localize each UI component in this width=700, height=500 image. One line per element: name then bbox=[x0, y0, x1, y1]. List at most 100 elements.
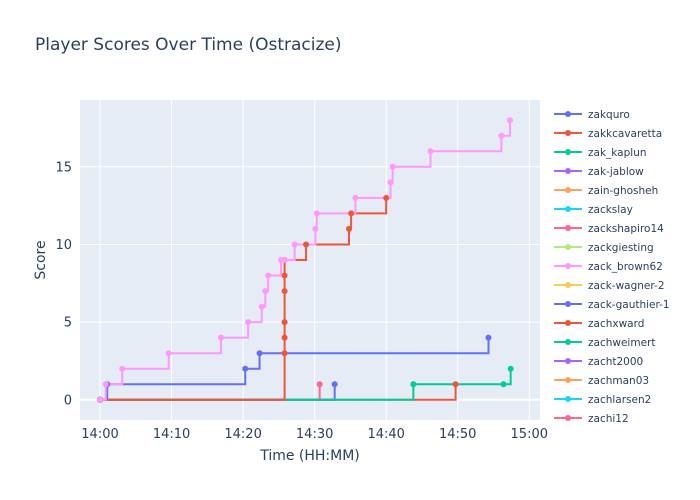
chart-title: Player Scores Over Time (Ostracize) bbox=[35, 35, 342, 55]
legend-label: zakkcavaretta bbox=[588, 128, 662, 140]
data-point-zakquro[interactable] bbox=[242, 365, 249, 372]
legend-label: zachweimert bbox=[588, 337, 655, 349]
legend-label: zackslay bbox=[588, 204, 633, 216]
data-point-zack_brown62[interactable] bbox=[262, 288, 269, 295]
legend[interactable]: zakquro zakkcavaretta zak_kaplun zak-jablow… bbox=[554, 109, 670, 425]
legend-item-zak_kaplun[interactable]: zak_kaplun bbox=[554, 147, 647, 159]
data-point-zachxward[interactable] bbox=[281, 319, 288, 326]
x-tick-label: 14:30 bbox=[296, 427, 333, 442]
x-tick-label: 14:00 bbox=[81, 427, 118, 442]
data-point-zack_brown62[interactable] bbox=[119, 365, 126, 372]
legend-swatch-marker bbox=[565, 168, 571, 174]
y-tick-label: 5 bbox=[64, 316, 72, 331]
data-point-zack_brown62[interactable] bbox=[245, 319, 252, 326]
data-point-zack_brown62[interactable] bbox=[389, 163, 396, 170]
data-point-zack_brown62[interactable] bbox=[506, 117, 513, 124]
data-point-zack_brown62[interactable] bbox=[427, 148, 434, 155]
legend-item-zakkcavaretta[interactable]: zakkcavaretta bbox=[554, 128, 662, 140]
legend-item-zachman03[interactable]: zachman03 bbox=[554, 375, 649, 387]
legend-label: zachman03 bbox=[588, 375, 649, 387]
legend-label: zacht2000 bbox=[588, 356, 643, 368]
legend-swatch-marker bbox=[565, 130, 571, 136]
legend-item-zack-gauthier-1[interactable]: zack-gauthier-1 bbox=[554, 299, 670, 311]
data-point-zack_brown62[interactable] bbox=[387, 179, 394, 186]
legend-item-zackgiesting[interactable]: zackgiesting bbox=[554, 242, 654, 254]
data-point-zack_brown62[interactable] bbox=[217, 334, 224, 341]
legend-item-zackslay[interactable]: zackslay bbox=[554, 204, 633, 216]
x-tick-labels: 14:00 14:10 14:20 14:30 14:40 14:50 15:00 bbox=[81, 427, 548, 442]
data-point-zachxward[interactable] bbox=[345, 225, 352, 232]
x-tick-label: 14:10 bbox=[153, 427, 190, 442]
legend-item-zacht2000[interactable]: zacht2000 bbox=[554, 356, 643, 368]
legend-label: zachj12 bbox=[588, 413, 629, 425]
legend-label: zain-ghosheh bbox=[588, 185, 658, 197]
data-point-zachxward[interactable] bbox=[281, 334, 288, 341]
legend-item-zack-wagner-2[interactable]: zack-wagner-2 bbox=[554, 280, 665, 292]
data-point-zak_kaplun[interactable] bbox=[410, 381, 417, 388]
legend-label: zak_kaplun bbox=[588, 147, 647, 159]
data-point-zack_brown62[interactable] bbox=[352, 194, 359, 201]
x-axis-title: Time (HH:MM) bbox=[259, 448, 360, 464]
data-point-zachxward[interactable] bbox=[383, 194, 390, 201]
plot-area bbox=[80, 100, 540, 420]
data-point-zackshapiro14[interactable] bbox=[316, 381, 323, 388]
data-point-zack_brown62[interactable] bbox=[313, 210, 320, 217]
legend-swatch-marker bbox=[565, 320, 571, 326]
legend-label: zackgiesting bbox=[588, 242, 654, 254]
legend-label: zak-jablow bbox=[588, 166, 644, 178]
x-tick-label: 14:50 bbox=[439, 427, 476, 442]
legend-item-zachweimert[interactable]: zachweimert bbox=[554, 337, 655, 349]
legend-swatch-marker bbox=[565, 396, 571, 402]
legend-item-zain-ghosheh[interactable]: zain-ghosheh bbox=[554, 185, 658, 197]
legend-item-zack_brown62[interactable]: zack_brown62 bbox=[554, 261, 663, 273]
legend-label: zack-wagner-2 bbox=[588, 280, 665, 292]
data-point-zack_brown62[interactable] bbox=[102, 381, 109, 388]
x-tick-label: 15:00 bbox=[511, 427, 548, 442]
data-point-zakkcavaretta[interactable] bbox=[452, 381, 459, 388]
legend-swatch-marker bbox=[565, 206, 571, 212]
legend-label: zack_brown62 bbox=[588, 261, 663, 273]
legend-item-zak-jablow[interactable]: zak-jablow bbox=[554, 166, 644, 178]
legend-label: zachlarsen2 bbox=[588, 394, 651, 406]
legend-swatch-marker bbox=[565, 111, 571, 117]
legend-label: zack-gauthier-1 bbox=[588, 299, 670, 311]
y-axis-title: Score bbox=[33, 240, 49, 279]
x-tick-label: 14:40 bbox=[367, 427, 404, 442]
data-point-zack_brown62[interactable] bbox=[258, 303, 265, 310]
data-point-zak_kaplun[interactable] bbox=[500, 381, 507, 388]
legend-swatch-marker bbox=[565, 225, 571, 231]
legend-item-zackshapiro14[interactable]: zackshapiro14 bbox=[554, 223, 664, 235]
data-point-zack_brown62[interactable] bbox=[165, 350, 172, 357]
legend-swatch-marker bbox=[565, 377, 571, 383]
legend-swatch-marker bbox=[565, 187, 571, 193]
data-point-zachxward[interactable] bbox=[281, 288, 288, 295]
data-point-zack-gauthier-1[interactable] bbox=[331, 381, 338, 388]
legend-item-zachxward[interactable]: zachxward bbox=[554, 318, 644, 330]
legend-swatch-marker bbox=[565, 263, 571, 269]
data-point-zachxward[interactable] bbox=[281, 350, 288, 357]
legend-swatch-marker bbox=[565, 244, 571, 250]
data-point-zack_brown62[interactable] bbox=[498, 132, 505, 139]
legend-item-zakquro[interactable]: zakquro bbox=[554, 109, 630, 121]
data-point-zachxward[interactable] bbox=[348, 210, 355, 217]
legend-item-zachj12[interactable]: zachj12 bbox=[554, 413, 629, 425]
data-point-zakquro[interactable] bbox=[256, 350, 263, 357]
data-point-zack_brown62[interactable] bbox=[291, 241, 298, 248]
data-point-zack_brown62[interactable] bbox=[281, 257, 288, 263]
legend-swatch-marker bbox=[565, 301, 571, 307]
data-point-zachxward[interactable] bbox=[303, 241, 310, 248]
y-tick-label: 0 bbox=[64, 393, 72, 408]
data-point-zack_brown62[interactable] bbox=[265, 272, 272, 279]
data-point-zack_brown62[interactable] bbox=[312, 225, 319, 232]
data-point-zakquro[interactable] bbox=[485, 334, 492, 341]
y-tick-label: 10 bbox=[55, 238, 72, 253]
data-point-zachxward[interactable] bbox=[281, 272, 288, 279]
data-point-zak_kaplun[interactable] bbox=[507, 365, 514, 372]
data-point-zack_brown62[interactable] bbox=[97, 396, 104, 403]
legend-swatch-marker bbox=[565, 282, 571, 288]
legend-item-zachlarsen2[interactable]: zachlarsen2 bbox=[554, 394, 651, 406]
legend-swatch-marker bbox=[565, 339, 571, 345]
legend-swatch-marker bbox=[565, 149, 571, 155]
legend-label: zachxward bbox=[588, 318, 644, 330]
